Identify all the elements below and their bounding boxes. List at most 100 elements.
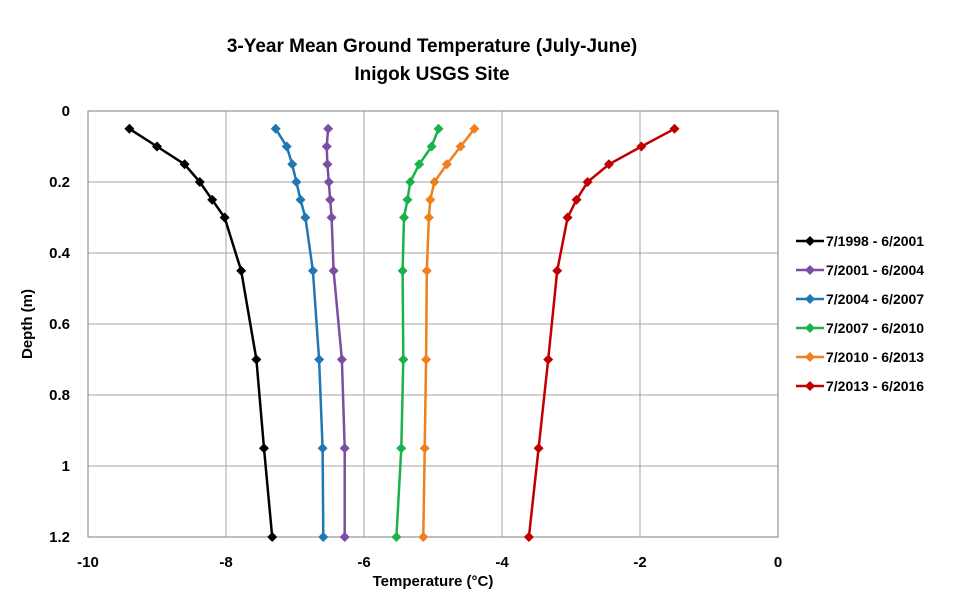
data-point [636,141,647,152]
data-point [339,443,350,454]
data-point [669,123,680,134]
data-point [328,265,339,276]
data-point [533,443,544,454]
data-point [336,354,347,365]
y-tick-label: 0 [62,103,70,120]
data-point [267,532,278,542]
data-point [469,123,480,134]
data-point [425,194,436,205]
legend-item: 7/2004 - 6/2007 [796,291,924,307]
x-tick-labels: -10 -8 -6 -4 -2 0 [77,554,782,571]
y-tick-label: 1 [62,458,70,475]
data-point [433,123,444,134]
data-point [421,265,432,276]
data-point [402,194,413,205]
data-point [405,177,416,187]
legend-label: 7/2004 - 6/2007 [826,291,924,307]
series-5 [418,123,480,542]
legend-marker [805,236,815,246]
series-line [395,128,440,538]
data-point [455,141,466,152]
data-point [251,354,262,365]
data-point [399,212,410,223]
data-point [323,123,334,134]
legend-item: 7/2010 - 6/2013 [796,349,924,365]
y-tick-label: 1.2 [49,529,70,546]
data-point [291,177,302,187]
data-point [562,212,573,223]
data-point [397,265,408,276]
series-4 [391,123,444,542]
data-point [552,265,563,276]
data-point [418,532,429,542]
legend-marker [805,381,815,391]
data-point [295,194,306,205]
data-point [236,265,247,276]
data-point [426,141,437,152]
data-point [219,212,230,223]
chart-title: 3-Year Mean Ground Temperature (July-Jun… [227,36,637,57]
series-line [527,127,676,538]
y-tick-labels: 0 0.2 0.4 0.6 0.8 1 1.2 [49,103,71,546]
plot-area-border [87,110,779,538]
y-tick-label: 0.2 [49,174,70,191]
series-3 [270,123,329,542]
data-point [307,265,318,276]
data-point [419,443,430,454]
data-point [571,194,582,205]
legend-marker [805,352,815,362]
gridlines [88,111,778,537]
data-point [414,159,425,170]
data-point [124,123,135,134]
data-point [441,159,452,170]
series-6 [523,123,680,542]
legend-label: 7/1998 - 6/2001 [826,233,924,249]
data-point [429,177,440,187]
series-line [422,128,476,538]
data-point [258,443,269,454]
data-point [287,159,298,170]
x-tick-label: 0 [774,554,782,571]
data-point [314,354,325,365]
data-point [339,532,350,542]
data-point [603,159,614,170]
data-point [543,354,554,365]
data-point [322,159,333,170]
y-tick-label: 0.6 [49,316,70,333]
data-point [281,141,292,152]
legend: 7/1998 - 6/2001 7/2001 - 6/2004 7/2004 - 6… [796,233,924,394]
data-point [423,212,434,223]
data-point [326,212,337,223]
y-tick-label: 0.4 [49,245,71,262]
legend-item: 7/2001 - 6/2004 [796,262,924,278]
legend-label: 7/2010 - 6/2013 [826,349,924,365]
series-lines [124,123,680,542]
series-2 [321,123,350,542]
data-point [318,532,329,542]
y-tick-label: 0.8 [49,387,70,404]
series-line [325,128,346,537]
data-point [396,443,407,454]
x-tick-label: -2 [633,554,646,571]
data-point [317,443,328,454]
legend-label: 7/2001 - 6/2004 [826,262,924,278]
data-point [152,141,162,152]
series-1 [124,123,278,542]
legend-label: 7/2013 - 6/2016 [826,378,924,394]
legend-item: 7/2007 - 6/2010 [796,320,924,336]
x-tick-label: -6 [357,554,370,571]
data-point [421,354,432,365]
legend-item: 7/1998 - 6/2001 [796,233,924,249]
legend-item: 7/2013 - 6/2016 [796,378,924,394]
legend-marker [805,265,815,275]
chart-subtitle: Inigok USGS Site [354,64,509,85]
data-point [391,532,402,542]
series-line [128,127,274,538]
x-axis-label: Temperature (°C) [373,573,494,590]
y-axis-label: Depth (m) [19,289,36,359]
x-tick-label: -4 [495,554,509,571]
data-point [582,177,593,187]
data-point [300,212,311,223]
data-point [323,177,334,187]
data-point [321,141,332,152]
